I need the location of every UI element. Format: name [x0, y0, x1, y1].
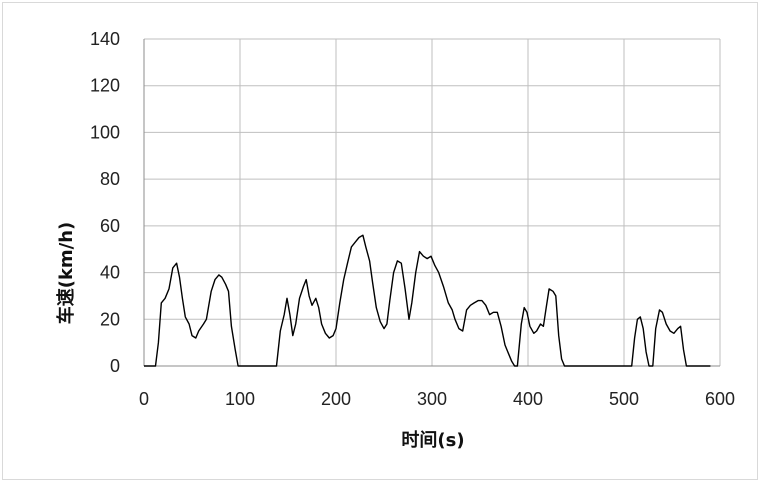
x-tick-label: 600 [705, 389, 735, 409]
y-axis-title: 车速(km/h) [55, 222, 77, 325]
x-tick-label: 200 [321, 389, 351, 409]
x-tick-label: 100 [225, 389, 255, 409]
x-tick-label: 0 [139, 389, 149, 409]
y-tick-label: 140 [90, 29, 120, 49]
series-layer [144, 234, 711, 367]
x-tick-label: 400 [513, 389, 543, 409]
y-tick-label: 60 [100, 216, 120, 236]
y-tick-label: 120 [90, 76, 120, 96]
y-tick-label: 20 [100, 309, 120, 329]
grid [144, 38, 721, 366]
speed-series-line [144, 234, 711, 367]
y-tick-label: 80 [100, 169, 120, 189]
y-tick-labels: 0 20 40 60 80 100 120 140 [90, 29, 120, 376]
x-axis-title: 时间(s) [401, 430, 464, 451]
y-tick-label: 100 [90, 122, 120, 142]
y-tick-label: 0 [110, 356, 120, 376]
y-tick-label: 40 [100, 263, 120, 283]
x-tick-labels: 0 100 200 300 400 500 600 [139, 389, 735, 409]
x-tick-label: 500 [609, 389, 639, 409]
x-tick-label: 300 [417, 389, 447, 409]
